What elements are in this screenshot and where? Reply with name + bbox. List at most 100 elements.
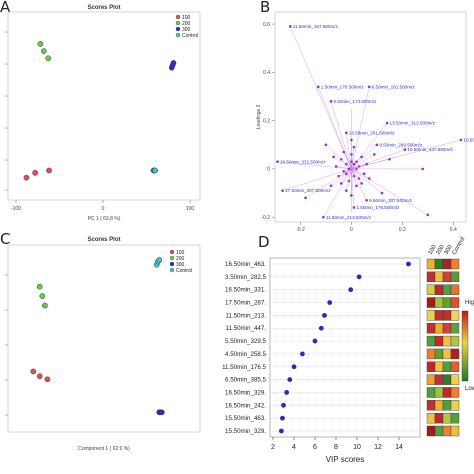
loading-point bbox=[350, 194, 353, 197]
feature-label: 16.50min_463. bbox=[225, 261, 266, 268]
vip-point bbox=[318, 325, 324, 331]
x-tick-label: 6 bbox=[313, 444, 317, 451]
heatmap-cell bbox=[442, 335, 452, 347]
heatmap-cell bbox=[426, 400, 436, 411]
vip-point bbox=[356, 274, 362, 280]
loading-spoke bbox=[351, 168, 365, 174]
heatmap-cell bbox=[434, 387, 444, 398]
loading-point bbox=[329, 100, 333, 103]
loading-spoke bbox=[346, 168, 352, 191]
panel-b: -0.2 0 0.2 0.4 -0.2 0 0.2 0.4 0.6 Loadings 2 11.50… bbox=[256, 11, 474, 233]
legend-label: 200 bbox=[182, 21, 191, 27]
loading-point bbox=[345, 172, 348, 176]
feature-label: 4.50min_258.5 bbox=[225, 351, 266, 358]
heatmap-cell bbox=[442, 297, 452, 308]
heatmap-cell bbox=[426, 297, 436, 308]
heatmap-cell bbox=[442, 258, 452, 270]
panel-c: Scores Plot Component 1 ( 62.9 %) 10020030… bbox=[5, 237, 201, 452]
heatmap-cell bbox=[434, 425, 444, 437]
heatmap-cell bbox=[442, 387, 452, 398]
loading-point bbox=[388, 157, 391, 161]
loading-point bbox=[426, 213, 430, 217]
loading-spoke bbox=[346, 132, 352, 169]
plot-title: Scores Plot bbox=[87, 237, 120, 243]
vip-point bbox=[348, 287, 354, 293]
heatmap-column-label: 300 bbox=[444, 244, 455, 256]
heatmap-cell bbox=[450, 400, 460, 411]
heatmap-cell bbox=[426, 335, 436, 347]
loading-spoke bbox=[351, 168, 357, 186]
heatmap-cell bbox=[442, 361, 452, 372]
x-axis-label: Component 1 ( 62.9 %) bbox=[78, 446, 130, 452]
loading-spoke bbox=[351, 144, 377, 170]
data-point bbox=[40, 48, 47, 54]
heatmap-cell bbox=[442, 374, 452, 385]
loading-label: 10.50min_447.500m/z bbox=[407, 147, 453, 152]
feature-label: 17.50min_287. bbox=[225, 300, 266, 307]
vip-point bbox=[300, 351, 305, 357]
heatmap-cell bbox=[450, 387, 460, 398]
loading-point bbox=[375, 143, 379, 147]
x-tick-label: -0.2 bbox=[296, 227, 305, 233]
x-tick-label: 4 bbox=[292, 444, 296, 451]
y-tick-label: 0 bbox=[267, 167, 270, 173]
loading-point bbox=[352, 162, 356, 166]
loading-spoke bbox=[277, 161, 352, 170]
feature-label: 5.50min_329.5 bbox=[225, 338, 266, 345]
legend-swatch bbox=[175, 26, 181, 32]
legend-label: Control bbox=[176, 268, 192, 274]
loading-point bbox=[347, 167, 351, 171]
loading-spoke bbox=[351, 86, 370, 169]
x-tick-label: 2 bbox=[271, 444, 275, 451]
loading-point bbox=[304, 196, 307, 200]
feature-label: 16.50min_329. bbox=[225, 389, 266, 396]
loading-spoke bbox=[343, 151, 352, 169]
vip-point bbox=[291, 364, 297, 370]
x-tick-label: 14 bbox=[395, 444, 403, 451]
heatmap-cell bbox=[434, 400, 444, 411]
x-tick-label: 0.2 bbox=[399, 227, 406, 233]
x-tick-label: 8 bbox=[334, 444, 338, 451]
loading-spoke bbox=[351, 149, 405, 170]
data-point bbox=[156, 257, 163, 263]
vip-point bbox=[322, 312, 327, 318]
heatmap-column-label: 200 bbox=[436, 244, 447, 256]
data-point bbox=[42, 302, 48, 309]
data-point bbox=[32, 170, 38, 176]
loading-point bbox=[288, 25, 292, 28]
heatmap-cell bbox=[426, 348, 436, 360]
heatmap-cell bbox=[426, 284, 436, 295]
legend-label: 300 bbox=[176, 262, 185, 268]
x-axis-label: PC 1 ( 63.8 %) bbox=[88, 216, 121, 222]
loading-point bbox=[316, 85, 320, 89]
loading-point bbox=[352, 145, 356, 149]
colorbar-high-label: High bbox=[465, 300, 474, 306]
feature-label: 16.50min_242. bbox=[225, 402, 266, 409]
legend-label: 100 bbox=[176, 250, 185, 256]
x-tick-label: 0 bbox=[102, 206, 105, 212]
panel-label-d: D bbox=[258, 233, 270, 251]
loading-label: 11.50min_213.500m/z bbox=[326, 215, 372, 220]
heatmap-cell bbox=[434, 284, 444, 295]
panel-label-c: C bbox=[0, 230, 11, 248]
vip-point bbox=[281, 402, 286, 408]
legend-label: 200 bbox=[176, 256, 185, 262]
loading-spoke bbox=[330, 168, 352, 186]
loading-point bbox=[352, 206, 356, 209]
legend-swatch bbox=[175, 32, 181, 38]
heatmap-cell bbox=[434, 361, 444, 372]
heatmap-cell bbox=[426, 323, 436, 334]
loading-spoke bbox=[330, 101, 352, 169]
loading-point bbox=[373, 153, 376, 156]
data-point bbox=[39, 293, 46, 299]
loading-spoke bbox=[343, 168, 352, 172]
plot-frame bbox=[274, 11, 467, 223]
heatmap-cell bbox=[450, 323, 460, 334]
loading-point bbox=[380, 191, 384, 195]
x-tick-label: 0 bbox=[350, 227, 353, 233]
plot-frame bbox=[269, 257, 421, 438]
heatmap-cell bbox=[434, 310, 444, 321]
loading-spoke bbox=[351, 168, 428, 215]
loading-point bbox=[329, 184, 333, 188]
loading-point bbox=[342, 150, 346, 154]
